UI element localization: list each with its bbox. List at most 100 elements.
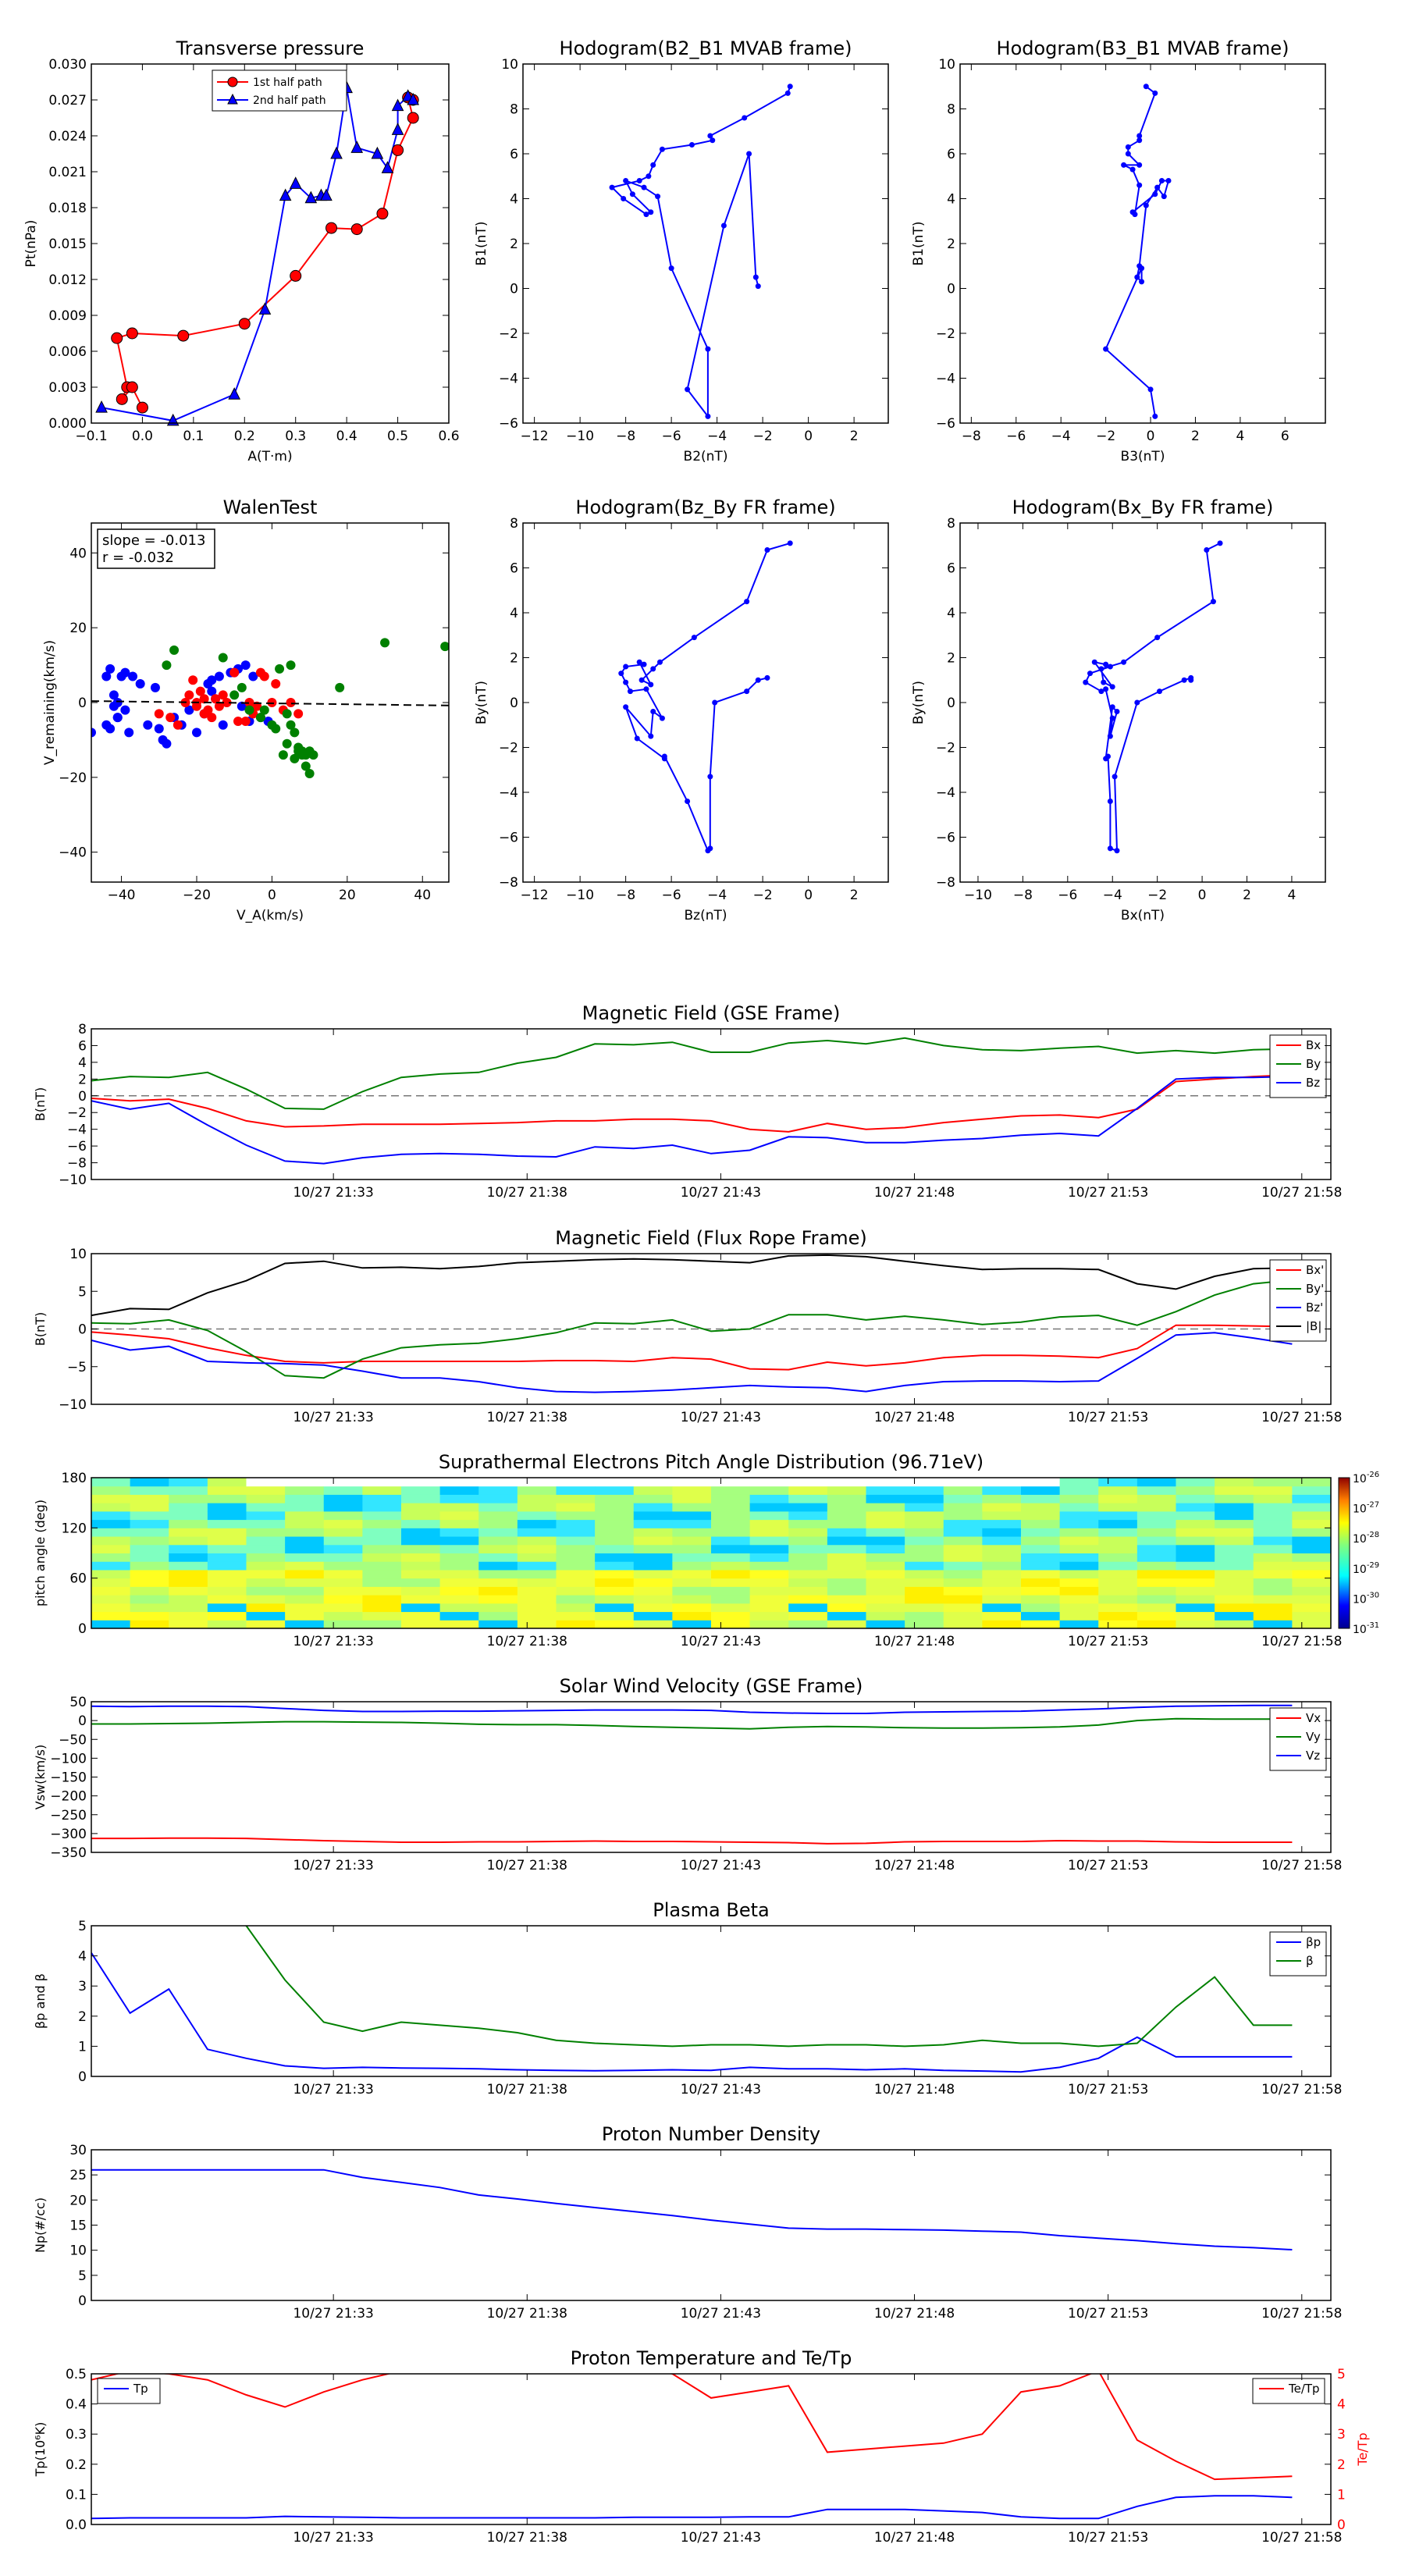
heatmap-cell: [866, 1611, 905, 1621]
heatmap-cell: [982, 1536, 1022, 1546]
data-point: [1107, 845, 1113, 852]
heatmap-cell: [478, 1494, 518, 1503]
y-tick-label: 10: [938, 57, 955, 73]
y-tick-label: 2: [947, 651, 955, 667]
heatmap-cell: [401, 1478, 441, 1487]
heatmap-cell: [401, 1503, 441, 1512]
data-point: [1161, 194, 1167, 200]
heatmap-cell: [749, 1620, 789, 1628]
data-point: [685, 799, 691, 804]
y-tick-label: 2: [947, 237, 955, 252]
heatmap-cell: [1215, 1578, 1254, 1587]
heatmap-cell: [982, 1510, 1022, 1521]
legend-label: β: [1306, 1954, 1314, 1968]
legend-box: [97, 2378, 161, 2404]
heatmap-cell: [905, 1586, 944, 1596]
x-tick-label: 10/27 21:38: [487, 1185, 567, 1201]
x-tick-label: 10/27 21:43: [681, 1185, 761, 1201]
y-tick-label: 1: [78, 2039, 87, 2055]
heatmap-cell: [517, 1561, 557, 1571]
data-point: [707, 774, 713, 780]
heatmap-cell: [827, 1603, 866, 1613]
heatmap-cell: [905, 1553, 944, 1562]
x-axis-label: V_A(km/s): [237, 908, 304, 923]
heatmap-cell: [1021, 1544, 1061, 1553]
data-point: [650, 709, 656, 714]
data-point: [1181, 677, 1187, 683]
x-tick-label: 10/27 21:33: [293, 2306, 373, 2322]
y-tick-label: −4: [499, 785, 518, 801]
heatmap-cell: [1098, 1620, 1138, 1628]
heatmap-cell: [323, 1485, 363, 1495]
x-tick-label: 40: [414, 888, 431, 903]
heatmap-cell: [439, 1544, 479, 1553]
x-tick-label: 10/27 21:48: [874, 2530, 955, 2546]
heatmap-cell: [362, 1620, 402, 1628]
x-tick-label: −4: [1103, 888, 1122, 903]
y-axis-label: B(nT): [33, 1087, 48, 1121]
data-point-blue: [91, 728, 96, 738]
heatmap-cell: [1136, 1611, 1176, 1621]
heatmap-cell: [633, 1595, 673, 1604]
data-point-1st-half: [238, 318, 251, 330]
data-point: [1204, 547, 1210, 553]
heatmap-cell: [711, 1603, 751, 1613]
data-point: [1121, 162, 1127, 168]
data-point-2nd-half: [95, 400, 108, 413]
heatmap-cell: [633, 1553, 673, 1562]
data-point: [648, 209, 654, 215]
y-tick-label: 8: [510, 516, 518, 532]
x-tick-label: −8: [616, 888, 635, 903]
heatmap-cell: [982, 1569, 1022, 1579]
heatmap-cell: [517, 1510, 557, 1521]
heatmap-cell: [1176, 1586, 1215, 1596]
heatmap-cell: [1021, 1611, 1061, 1621]
data-point: [1107, 799, 1113, 804]
y-tick-label: −4: [936, 372, 955, 387]
heatmap-cell: [1292, 1603, 1331, 1613]
data-point: [659, 146, 665, 152]
heatmap-cell: [1215, 1553, 1254, 1562]
heatmap-cell: [323, 1544, 363, 1553]
heatmap-cell: [866, 1503, 905, 1512]
legend-marker: [227, 76, 238, 87]
heatmap-cell: [943, 1620, 983, 1628]
data-point-red: [218, 690, 228, 700]
y-tick-label: 5: [78, 1284, 87, 1300]
heatmap-cell: [866, 1528, 905, 1537]
heatmap-cell: [246, 1578, 286, 1587]
x-tick-label: −6: [1006, 429, 1026, 444]
panel-tp2: Proton Temperature and Te/Tp Tp(10⁶K) 0 1 2 3…: [33, 2347, 1370, 2546]
data-point-2nd-half: [371, 146, 384, 159]
heatmap-cell: [517, 1519, 557, 1528]
heatmap-cell: [1253, 1494, 1293, 1503]
annotation-slope: slope = -0.013: [102, 532, 205, 549]
series-line-Bx: [91, 1074, 1293, 1133]
heatmap-cell: [1253, 1603, 1293, 1613]
series-line-βp: [91, 1952, 1293, 2073]
heatmap-cell: [1021, 1494, 1061, 1503]
x-tick-label: 10/27 21:38: [487, 1858, 567, 1873]
heatmap-cell: [1136, 1528, 1176, 1537]
heatmap-cell: [285, 1553, 325, 1562]
heatmap-cell: [401, 1578, 441, 1587]
heatmap-cell: [1136, 1586, 1176, 1596]
y-tick-label-right: 0: [1337, 2517, 1346, 2533]
data-point: [1136, 137, 1143, 144]
heatmap-cell: [517, 1544, 557, 1553]
heatmap-cell: [749, 1569, 789, 1579]
heatmap-cell: [711, 1536, 751, 1546]
heatmap-cell: [827, 1544, 866, 1553]
heatmap-cell: [478, 1485, 518, 1495]
heatmap-cell: [1176, 1578, 1215, 1587]
series-line-Bz': [91, 1332, 1293, 1393]
data-point: [707, 133, 713, 139]
heatmap-cell: [362, 1510, 402, 1521]
heatmap-cell: [401, 1603, 441, 1613]
heatmap-cell: [285, 1586, 325, 1596]
heatmap-cell: [749, 1528, 789, 1537]
heatmap-cell: [905, 1544, 944, 1553]
heatmap-cell: [1215, 1510, 1254, 1521]
